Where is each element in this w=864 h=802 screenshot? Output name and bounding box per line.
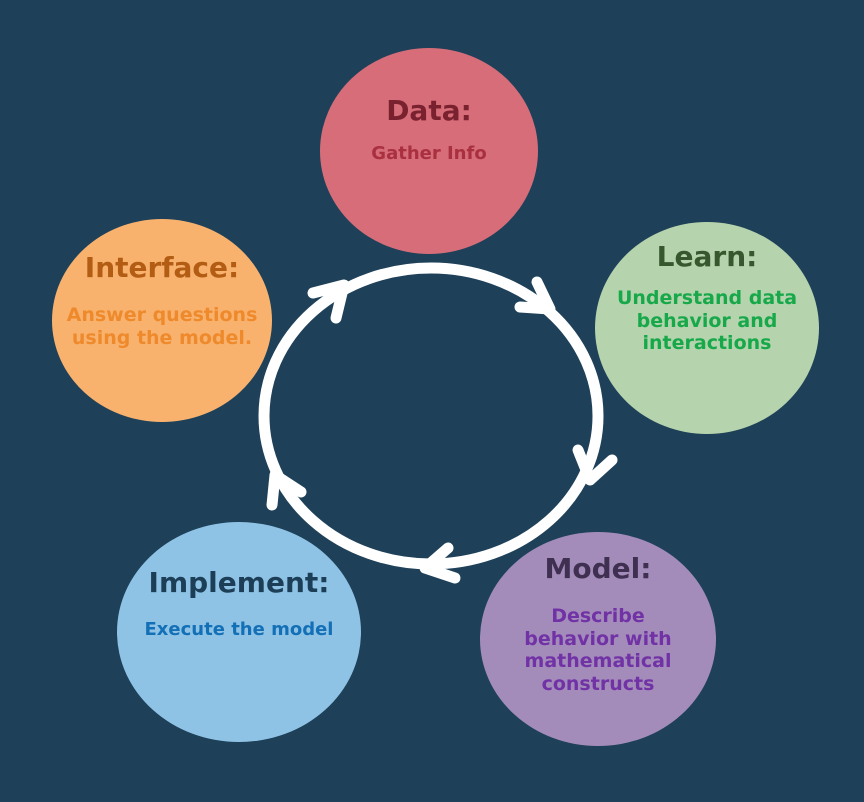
- stage-model-title: Model:: [544, 552, 652, 585]
- stage-interface-title: Interface:: [84, 251, 240, 284]
- stage-learn: Learn: Understand data behavior and inte…: [595, 222, 819, 434]
- stage-interface: Interface: Answer questions using the mo…: [52, 219, 272, 422]
- stage-model: Model: Describe behavior with mathematic…: [480, 532, 716, 746]
- cycle-arrowhead-top-right: [514, 276, 556, 315]
- stage-learn-title: Learn:: [656, 240, 758, 273]
- stage-implement: Implement: Execute the model: [117, 522, 361, 742]
- stage-data: Data: Gather Info: [320, 48, 538, 254]
- stage-learn-description: Understand data behavior and interaction…: [616, 286, 798, 355]
- stage-implement-description: Execute the model: [144, 618, 334, 640]
- cycle-arrowhead-right: [572, 444, 618, 486]
- stage-interface-description: Answer questions using the model.: [66, 303, 258, 349]
- stage-data-title: Data:: [386, 94, 472, 127]
- stage-implement-title: Implement:: [148, 566, 330, 599]
- cycle-arrowhead-top-left: [307, 279, 350, 324]
- stage-model-description: Describe behavior with mathematical cons…: [524, 604, 672, 696]
- stage-data-description: Gather Info: [371, 142, 487, 164]
- cycle-arrowhead-left: [266, 469, 307, 511]
- cycle-arrowhead-bottom: [419, 542, 461, 584]
